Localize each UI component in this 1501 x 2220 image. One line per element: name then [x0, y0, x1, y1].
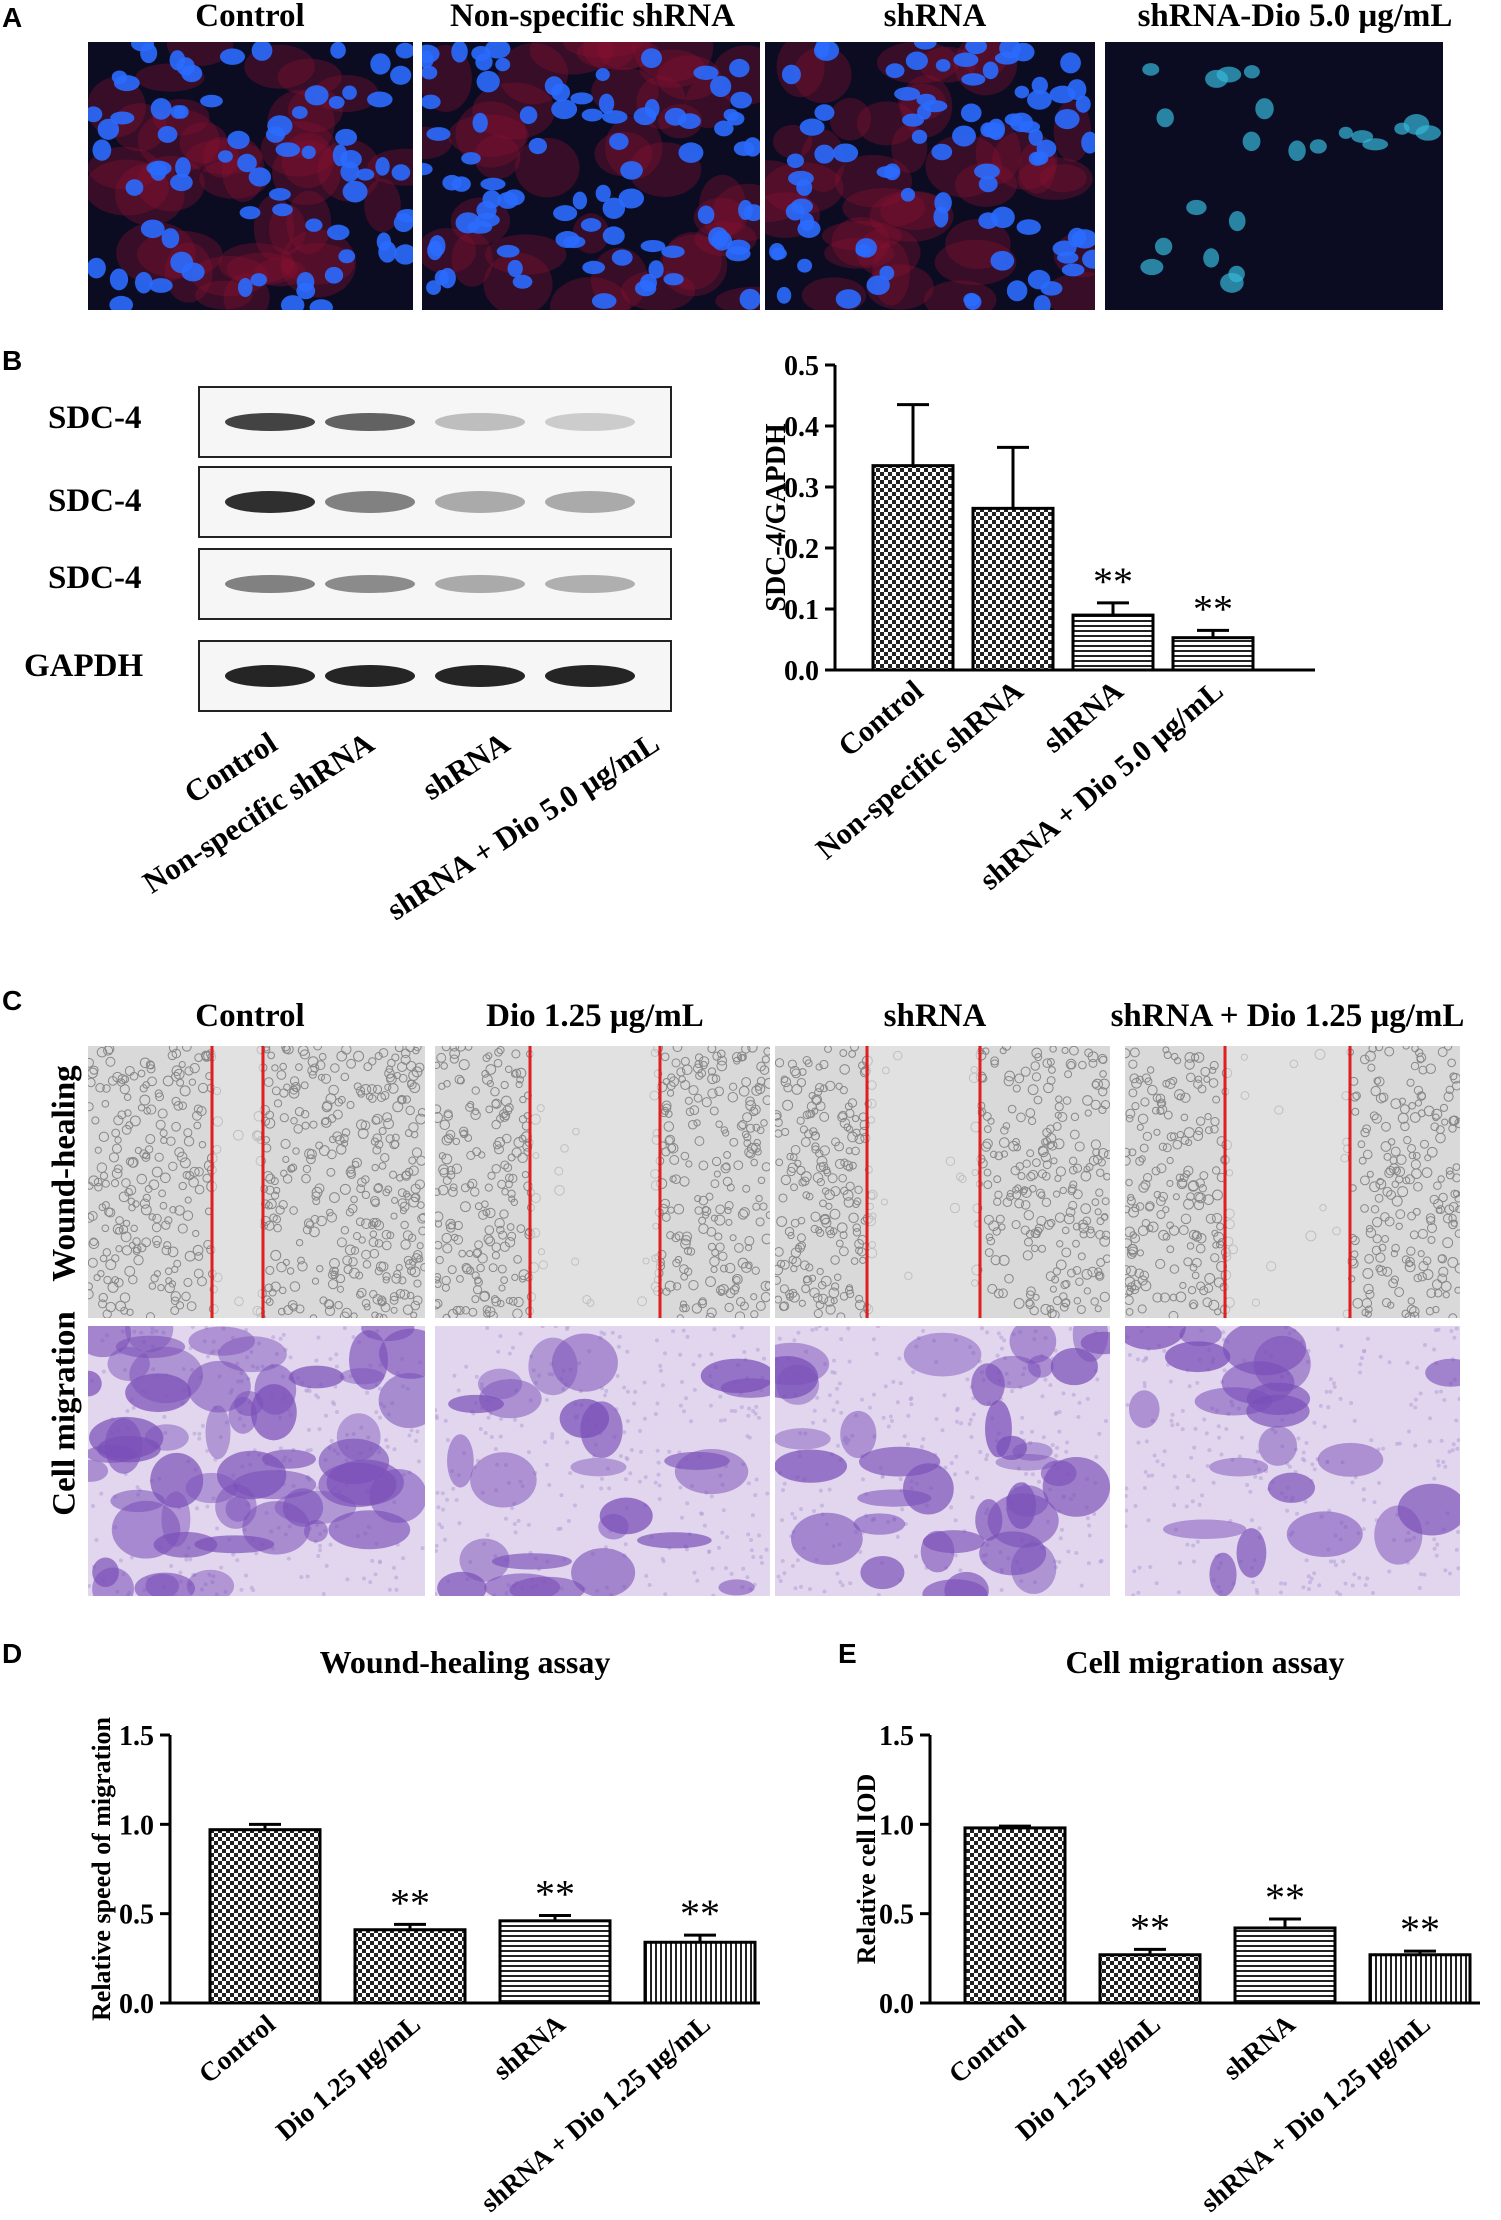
y-tick-label: 1.0	[879, 1810, 914, 1841]
x-tick-label: Control	[943, 2008, 1031, 2089]
chart-wound-healing: Wound-healing assay Relative speed of mig…	[87, 1644, 760, 2215]
bar	[1071, 613, 1155, 672]
significance-marker: **	[1400, 1907, 1440, 1952]
y-tick-label: 0.4	[784, 412, 819, 443]
panel-c-label-shrna: shRNA	[883, 998, 987, 1034]
panel-b-letter: B	[2, 345, 23, 376]
wound-image-dio	[435, 1046, 770, 1318]
x-tick-label: shRNA	[1217, 2008, 1301, 2085]
blot-lane-label-shrna: shRNA	[415, 724, 516, 807]
fluorescence-image-shrna	[765, 42, 1095, 310]
x-tick-label: shRNA	[1037, 674, 1130, 760]
x-tick-label: Dio 1.25 μg/mL	[270, 2009, 426, 2146]
migration-image-shrna	[775, 1326, 1110, 1596]
bar	[1098, 1953, 1202, 2005]
significance-marker: **	[535, 1871, 575, 1916]
blot-strip-sdc4-1	[198, 386, 672, 458]
chart-title: Wound-healing assay	[320, 1644, 611, 1680]
y-tick-label: 1.5	[879, 1721, 914, 1752]
blot-lane-label-shrna-dio: shRNA + Dio 5.0 μg/mL	[380, 724, 666, 927]
panel-c-label-control: Control	[195, 998, 305, 1034]
blot-label-gapdh: GAPDH	[24, 648, 144, 684]
panel-a-label-shrna-dio: shRNA-Dio 5.0 μg/mL	[1137, 0, 1453, 34]
bar	[643, 1940, 757, 2005]
y-tick-label: 0.2	[784, 534, 819, 565]
row-label-cell-migration: Cell migration	[46, 1311, 83, 1516]
significance-marker: **	[1265, 1875, 1305, 1920]
bar	[963, 1826, 1067, 2005]
significance-marker: **	[1130, 1905, 1170, 1950]
wound-image-shrna-dio	[1125, 1046, 1460, 1318]
significance-marker: **	[1093, 559, 1133, 604]
significance-marker: **	[680, 1891, 720, 1936]
chart-sdc4-gapdh: SDC-4/GAPDH0.00.10.20.30.40.5ControlNon-…	[761, 351, 1315, 896]
panel-a-label-nonspecific: Non-specific shRNA	[449, 0, 736, 34]
y-tick-label: 0.1	[784, 595, 819, 626]
bar	[1171, 636, 1255, 672]
x-tick-label: shRNA	[487, 2008, 571, 2085]
y-tick-label: 1.5	[119, 1721, 154, 1752]
y-axis-label: Relative cell IOD	[852, 1774, 881, 1965]
panel-c-label-shrna-dio: shRNA + Dio 1.25 μg/mL	[1110, 998, 1465, 1034]
x-tick-label: Dio 1.25 μg/mL	[1010, 2009, 1166, 2146]
y-tick-label: 0.5	[784, 351, 819, 382]
y-tick-label: 0.3	[784, 473, 819, 504]
x-tick-label: shRNA + Dio 1.25 μg/mL	[475, 2009, 716, 2215]
bar	[971, 506, 1055, 672]
bar	[353, 1928, 467, 2005]
significance-marker: **	[390, 1880, 430, 1925]
blot-strip-sdc4-2	[198, 466, 672, 538]
chart-title: Cell migration assay	[1065, 1644, 1344, 1680]
panel-c-letter: C	[2, 985, 23, 1016]
fluorescence-image-control	[88, 42, 413, 310]
panel-e-letter: E	[838, 1638, 857, 1669]
fluorescence-image-shrna-dio	[1105, 42, 1443, 310]
panel-a-label-shrna: shRNA	[883, 0, 987, 34]
y-tick-label: 0.0	[879, 1989, 914, 2020]
blot-label-sdc4-2: SDC-4	[48, 483, 142, 519]
blot-strip-sdc4-3	[198, 548, 672, 620]
bar	[208, 1828, 322, 2005]
y-axis-label: SDC-4/GAPDH	[761, 423, 792, 611]
x-tick-label: Control	[193, 2008, 281, 2089]
bar	[498, 1919, 612, 2005]
panel-d-letter: D	[2, 1638, 23, 1669]
panel-a-letter: A	[2, 2, 23, 33]
y-tick-label: 0.5	[119, 1900, 154, 1931]
wound-image-shrna	[775, 1046, 1110, 1318]
bar	[871, 464, 955, 672]
y-axis-label: Relative speed of migration	[87, 1716, 116, 2021]
bar	[1233, 1926, 1337, 2005]
blot-strip-gapdh	[198, 640, 672, 712]
y-tick-label: 0.0	[119, 1989, 154, 2020]
migration-image-dio	[435, 1326, 770, 1596]
y-tick-label: 0.5	[879, 1900, 914, 1931]
x-tick-label: Control	[832, 674, 929, 763]
wound-image-control	[88, 1046, 425, 1318]
fluorescence-image-nonspecific	[422, 42, 760, 310]
blot-label-sdc4-3: SDC-4	[48, 560, 142, 596]
panel-c-label-dio: Dio 1.25 μg/mL	[486, 998, 704, 1034]
migration-image-shrna-dio	[1125, 1326, 1460, 1596]
chart-cell-migration: Cell migration assay Relative cell IOD 0.0…	[852, 1644, 1480, 2215]
migration-image-control	[88, 1326, 425, 1596]
x-tick-label: shRNA + Dio 1.25 μg/mL	[1195, 2009, 1436, 2215]
panel-a-label-control: Control	[195, 0, 305, 34]
bar	[1368, 1953, 1472, 2005]
blot-label-sdc4-1: SDC-4	[48, 400, 142, 436]
significance-marker: **	[1193, 586, 1233, 631]
y-tick-label: 1.0	[119, 1810, 154, 1841]
y-tick-label: 0.0	[784, 656, 819, 687]
